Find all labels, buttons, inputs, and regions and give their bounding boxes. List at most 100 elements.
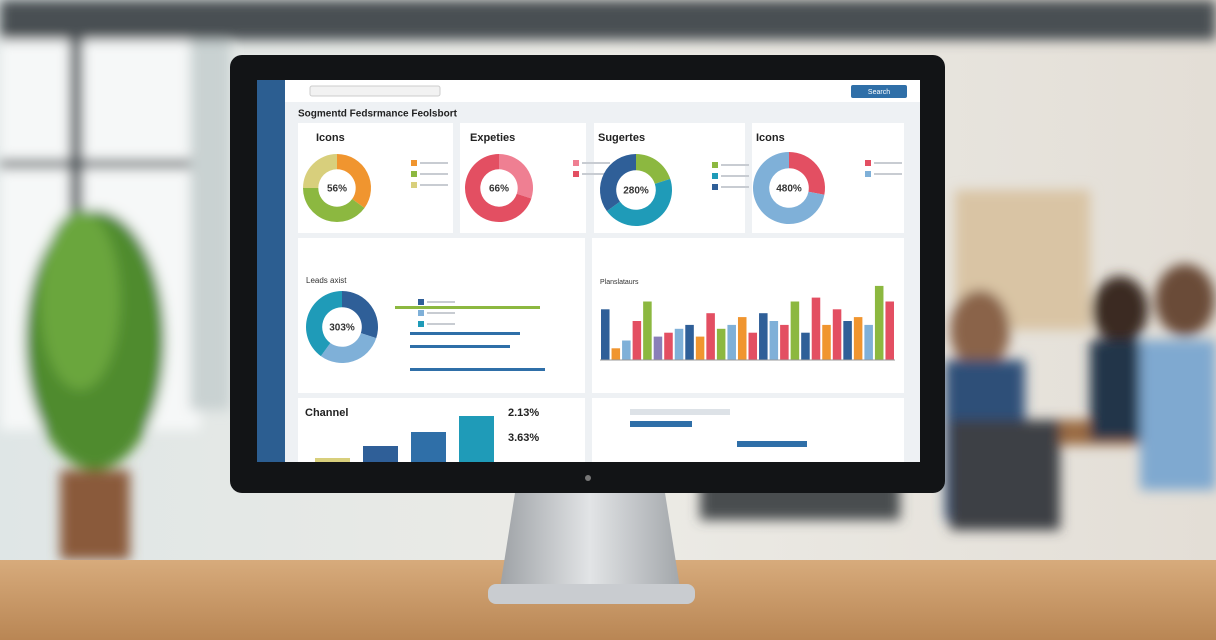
bar [843,321,852,360]
donut-segment [303,154,337,188]
bar [706,313,715,360]
donut-segment [303,188,365,222]
panel-title: Expeties [470,132,515,144]
bar [853,317,863,360]
bar [832,309,842,360]
progress [410,345,510,348]
legend-swatch [411,182,417,188]
bar [632,321,642,360]
dashboard-title: Sogmentd Fedsrmance Feolsbort [298,109,458,120]
bar [759,313,768,360]
bar [727,324,736,360]
bar-chart-title: Planslataurs [600,279,639,286]
progress [737,441,807,447]
legend-line [721,186,749,188]
donut-center: 56% [327,184,347,195]
donut-segment [753,152,825,224]
bar [748,332,758,360]
bar [822,324,831,360]
donut-segment [600,154,636,212]
donut-center: 303% [329,323,355,334]
donut-segment [337,154,371,208]
donut-segment [789,152,826,195]
bar [695,336,705,360]
top-bar [285,80,920,102]
progress [410,332,520,335]
bar [874,285,884,360]
bar [769,321,779,360]
donut-segment [606,178,673,227]
legend-line [420,162,448,164]
bar [716,328,726,360]
legend-swatch [418,321,424,327]
bar [653,336,663,360]
bar [811,297,821,360]
legend-swatch [573,171,579,177]
legend-swatch [712,184,718,190]
channel-bar [315,458,350,462]
legend-line [420,173,448,175]
panel-title: Sugertes [598,132,645,144]
legend-line [582,162,610,164]
bar [737,317,747,360]
panel-title: Icons [316,132,345,144]
donut-center: 280% [623,186,649,197]
donut-segment [499,154,533,199]
bar [611,348,621,360]
channel-title: Channel [305,407,348,419]
channel-bar [411,432,446,462]
panel [298,238,585,393]
legend-line [420,184,448,186]
donut-center: 480% [776,184,802,195]
legend-swatch [411,171,417,177]
monitor-base [488,584,695,604]
progress [410,368,545,371]
panel [592,238,904,393]
stat: 3.63% [508,432,539,444]
legend-swatch [712,173,718,179]
legend-swatch [865,160,871,166]
donut-segment [342,291,378,339]
background [0,0,1216,560]
channel-bar [363,446,398,462]
address-field[interactable] [309,85,441,97]
legend-swatch [411,160,417,166]
legend-line [721,175,749,177]
donut-segment [320,333,377,363]
legend-line [874,162,902,164]
legend-swatch [712,162,718,168]
legend-line [582,173,610,175]
donut-segment [306,291,342,357]
panel-title: Leads axist [306,276,347,285]
panels [298,123,904,462]
bar [801,332,810,360]
legend-swatch [418,310,424,316]
channel-bar [459,416,494,462]
bar [674,328,684,360]
bar [643,301,652,360]
stat: 2.13% [508,407,539,419]
legend-line [427,323,455,325]
bar-track [630,409,730,415]
panel-title: Icons [756,132,785,144]
bar [885,301,894,360]
monitor-stand [500,493,680,588]
legend-line [721,164,749,166]
legend-swatch [573,160,579,166]
search-button[interactable] [851,85,907,98]
legend-swatch [865,171,871,177]
bar [864,324,873,360]
legend-line [874,173,902,175]
logo [585,475,591,481]
donut-center: 66% [489,184,509,195]
bar [790,301,800,360]
bar [780,324,789,360]
bar [622,340,631,360]
sidebar [257,80,285,462]
bar [664,332,673,360]
legend-swatch [418,299,424,305]
progress [630,421,692,427]
search-label: Search [868,89,890,96]
bar [685,324,694,360]
